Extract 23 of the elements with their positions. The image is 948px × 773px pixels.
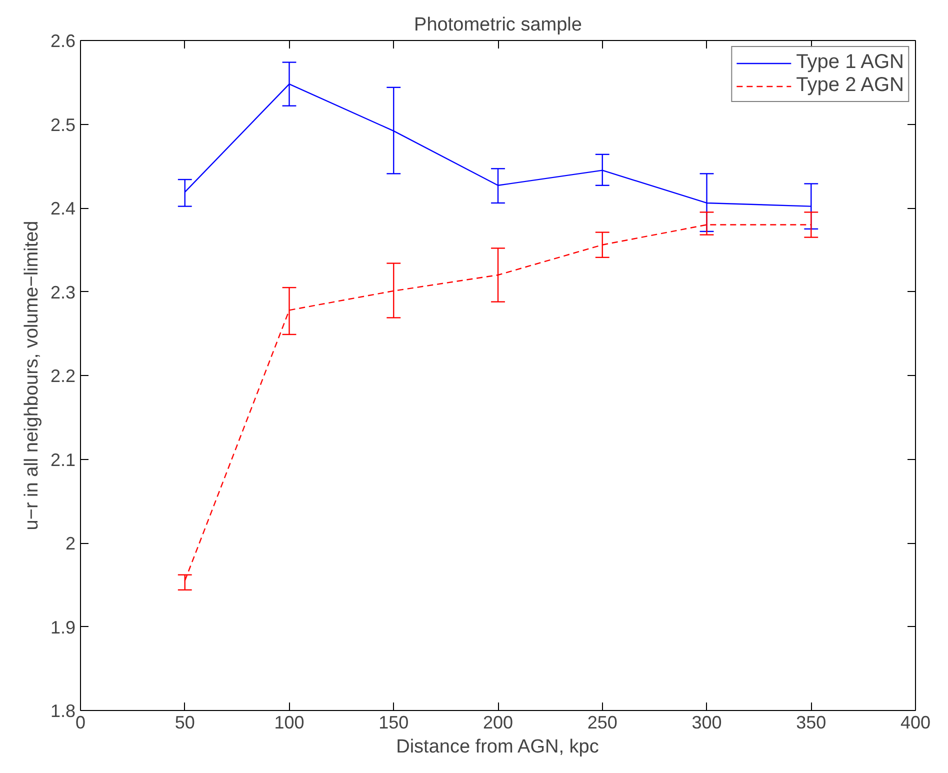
x-tick-label: 300 [692,712,722,732]
y-tick-label: 2.6 [50,31,76,51]
y-tick-label: 2.5 [50,114,76,135]
y-tick-label: 1.9 [50,617,76,638]
x-tick-label: 50 [174,712,195,732]
legend-label: Type 2 AGN [796,74,904,97]
x-tick-label: 150 [378,712,409,732]
y-tick-label: 1.8 [50,701,76,721]
y-tick-label: 2 [65,534,76,554]
x-tick-label: 400 [900,712,931,732]
chart-title: Photometric sample [414,14,582,36]
y-tick-label: 2.4 [50,198,76,218]
x-tick-label: 0 [75,712,86,732]
legend-label: Type 1 AGN [796,51,904,74]
x-tick-label: 250 [587,712,618,732]
y-tick-label: 2.3 [50,282,76,302]
x-tick-label: 200 [482,712,514,732]
x-tick-label: 100 [274,712,304,732]
y-tick-label: 2.2 [50,366,76,386]
x-tick-label: 350 [796,712,826,732]
y-tick-label: 2.1 [50,450,76,470]
y-axis-title: u−r in all neighbours, volume−limited [21,220,42,530]
x-axis-title: Distance from AGN, kpc [396,736,599,758]
